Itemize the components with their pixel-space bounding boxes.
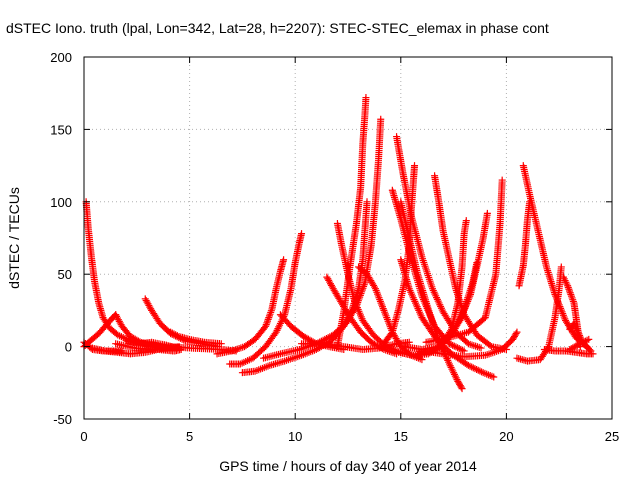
- data-point: [576, 331, 584, 339]
- series: [298, 338, 413, 353]
- chart-title: dSTEC Iono. truth (lpal, Lon=342, Lat=28…: [6, 20, 549, 36]
- data-point: [570, 343, 578, 351]
- axes: 0 5 10 15 20 25 -50 0 50 100 150 200: [50, 50, 619, 444]
- data-point: [445, 340, 453, 348]
- data-point: [513, 328, 521, 336]
- data-point: [569, 344, 577, 352]
- data-point: [362, 94, 370, 102]
- data-point: [298, 230, 306, 238]
- y-axis-label: dSTEC / TECUs: [6, 187, 22, 289]
- data-point: [363, 198, 371, 206]
- data-point: [371, 283, 379, 291]
- data-point: [474, 366, 482, 374]
- data-point: [466, 362, 474, 370]
- data-point: [575, 341, 583, 349]
- y-tick-label: 50: [58, 267, 72, 282]
- data-point: [498, 176, 506, 184]
- y-tick-label: 100: [50, 195, 72, 210]
- data-point: [454, 344, 462, 352]
- y-tick-label: 0: [65, 340, 72, 355]
- x-tick-label: 15: [394, 429, 408, 444]
- y-tick-label: -50: [53, 412, 72, 427]
- series: [213, 256, 288, 358]
- data-point: [576, 333, 584, 341]
- data-point: [567, 345, 575, 353]
- data-point: [490, 373, 498, 381]
- gridlines: [84, 57, 612, 419]
- x-tick-label: 20: [499, 429, 513, 444]
- data-point: [566, 345, 574, 353]
- data-point: [464, 361, 472, 369]
- data-point: [573, 341, 581, 349]
- data-point: [450, 342, 458, 350]
- data-point: [486, 341, 494, 349]
- data-point: [418, 356, 426, 364]
- series: [566, 319, 595, 355]
- data-point: [449, 341, 457, 349]
- x-axis-label: GPS time / hours of day 340 of year 2014: [219, 458, 477, 474]
- data-point: [478, 368, 486, 376]
- data-point: [280, 256, 288, 264]
- data-point: [575, 330, 583, 338]
- data-point: [557, 263, 565, 271]
- x-tick-label: 10: [288, 429, 302, 444]
- data-point: [173, 344, 181, 352]
- data-point: [377, 115, 385, 123]
- data-point: [457, 345, 465, 353]
- data-point: [477, 344, 485, 352]
- data-point: [411, 162, 419, 170]
- data-point: [387, 330, 395, 338]
- series: [515, 198, 534, 290]
- y-tick-label: 150: [50, 122, 72, 137]
- data-point: [476, 367, 484, 375]
- x-tick-label: 0: [80, 429, 87, 444]
- data-point: [483, 209, 491, 217]
- series: [122, 337, 181, 352]
- series: [260, 115, 385, 362]
- data-point: [217, 340, 225, 348]
- data-point: [459, 346, 467, 354]
- series: [422, 176, 506, 346]
- data-points: [80, 94, 597, 393]
- data-point: [512, 330, 520, 338]
- data-point: [585, 335, 593, 343]
- data-point: [462, 217, 470, 225]
- data-point: [468, 363, 476, 371]
- x-tick-label: 5: [186, 429, 193, 444]
- data-point: [447, 341, 455, 349]
- data-point: [473, 365, 481, 373]
- data-point: [526, 198, 534, 206]
- data-point: [574, 328, 582, 336]
- data-point: [572, 342, 580, 350]
- data-point: [589, 350, 597, 358]
- data-point: [457, 383, 465, 391]
- data-point: [455, 345, 463, 353]
- data-point: [473, 259, 481, 267]
- data-point: [469, 364, 477, 372]
- plot-frame: [83, 56, 613, 420]
- series: [167, 328, 225, 348]
- data-point: [458, 385, 466, 393]
- data-point: [452, 343, 460, 351]
- x-tick-label: 25: [605, 429, 619, 444]
- data-point: [583, 336, 591, 344]
- data-point: [471, 365, 479, 373]
- series: [226, 230, 306, 368]
- y-tick-label: 200: [50, 50, 72, 65]
- data-point: [173, 332, 181, 340]
- series: [540, 345, 597, 358]
- series: [418, 328, 521, 361]
- series: [566, 335, 593, 353]
- series: [82, 198, 240, 355]
